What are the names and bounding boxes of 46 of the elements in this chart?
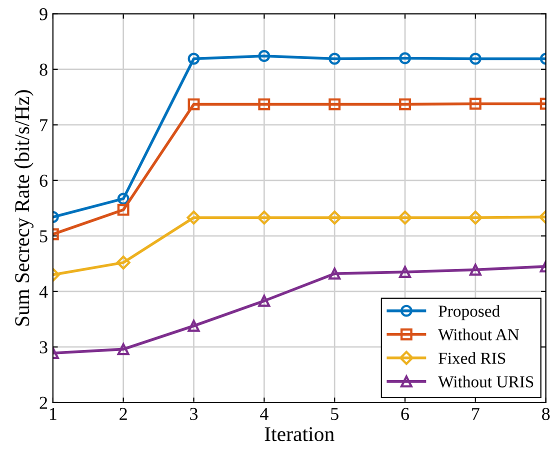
- point: [469, 98, 482, 110]
- x-tick-label: 3: [190, 408, 198, 420]
- point: [328, 268, 341, 280]
- x-tick-label: 2: [120, 408, 127, 420]
- y-tick-label: 8: [40, 64, 48, 76]
- point: [398, 210, 412, 225]
- legend-label: Without AN: [438, 328, 519, 340]
- y-tick-label: 4: [39, 286, 48, 298]
- point: [468, 210, 482, 225]
- x-tick-label: 5: [331, 408, 338, 420]
- point: [469, 52, 482, 65]
- legend-label: Without URIS: [438, 376, 534, 388]
- point: [117, 204, 130, 216]
- y-tick-label: 6: [40, 174, 48, 187]
- point: [188, 320, 200, 332]
- point: [117, 192, 130, 205]
- y-tick-label: 9: [40, 8, 48, 20]
- y-tick-label: 5: [40, 230, 48, 242]
- y-tick-label: 3: [40, 341, 48, 354]
- y-tick-label: 2: [40, 396, 48, 409]
- point: [399, 98, 411, 110]
- point: [117, 343, 130, 356]
- point: [399, 266, 411, 278]
- point: [258, 294, 270, 307]
- point: [186, 210, 201, 225]
- x-tick-label: 4: [260, 408, 268, 420]
- y-tick-label: 7: [40, 119, 48, 132]
- x-tick-label: 6: [401, 408, 409, 420]
- point: [469, 264, 482, 276]
- legend-label: Proposed: [438, 305, 500, 320]
- x-tick-label: 8: [542, 408, 550, 420]
- point: [257, 210, 272, 225]
- point: [258, 50, 270, 62]
- x-tick-label: 7: [472, 408, 480, 420]
- y-axis-title: Sum Secrecy Rate (bit/s/Hz): [14, 90, 34, 326]
- point: [188, 98, 200, 110]
- point: [258, 98, 270, 110]
- point: [328, 52, 341, 65]
- point: [328, 210, 342, 225]
- legend-label: Fixed RIS: [438, 352, 506, 364]
- point: [399, 52, 411, 64]
- x-tick-label: 1: [50, 408, 56, 420]
- point: [116, 256, 130, 270]
- point: [328, 98, 341, 110]
- x-axis-title: Iteration: [264, 427, 334, 442]
- point: [188, 52, 200, 65]
